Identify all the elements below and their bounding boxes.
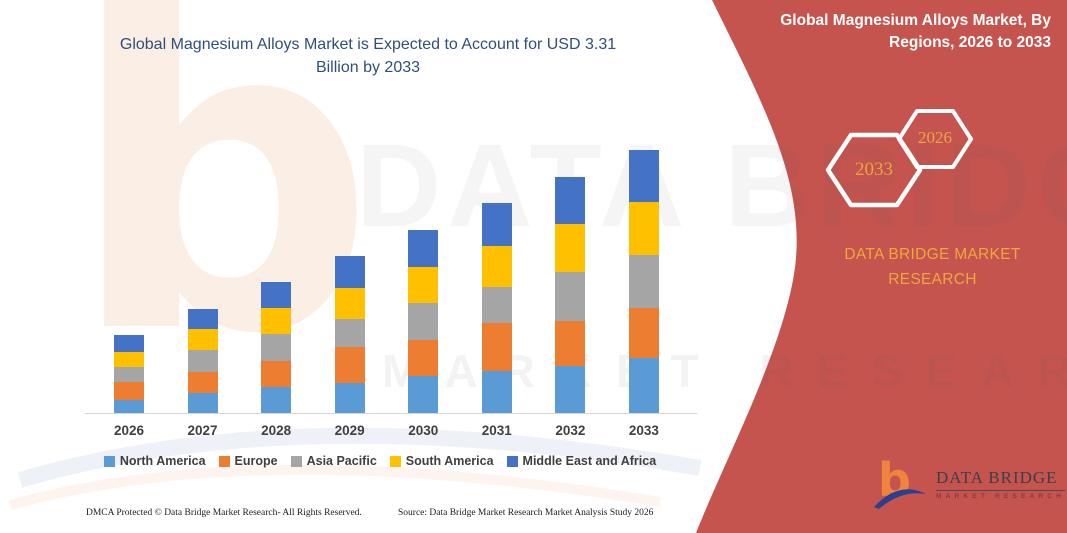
legend-label-europe: Europe bbox=[234, 454, 278, 468]
bar-2031 bbox=[481, 203, 512, 413]
bar-2026 bbox=[114, 335, 144, 413]
bar-2028 bbox=[261, 282, 292, 413]
bar-segment-south-america bbox=[334, 288, 365, 320]
legend-label-asia-pacific: Asia Pacific bbox=[306, 454, 377, 468]
bar-segment-middle-east-africa bbox=[555, 176, 586, 225]
bar-segment-south-america bbox=[628, 201, 659, 256]
legend-item-south-america: South America bbox=[389, 454, 494, 468]
bar-segment-europe bbox=[555, 320, 586, 367]
legend-swatch-middle-east-africa bbox=[506, 455, 518, 467]
bar-segment-north-america bbox=[481, 370, 512, 413]
legend-swatch-asia-pacific bbox=[290, 455, 302, 467]
legend-label-middle-east-africa: Middle East and Africa bbox=[522, 454, 657, 468]
dmca-notice: DMCA Protected © Data Bridge Market Rese… bbox=[86, 508, 362, 518]
bar-segment-middle-east-africa bbox=[334, 255, 365, 289]
bar-segment-north-america bbox=[187, 393, 218, 413]
legend-swatch-north-america bbox=[103, 455, 115, 467]
bar-segment-europe bbox=[114, 382, 144, 400]
bar-segment-north-america bbox=[334, 382, 365, 413]
logo-text: DATA BRIDGE MARKET RESEARCH bbox=[936, 468, 1066, 500]
bar-segment-middle-east-africa bbox=[261, 282, 292, 309]
legend-swatch-south-america bbox=[389, 455, 401, 467]
logo-title: DATA BRIDGE bbox=[936, 468, 1066, 491]
bar-segment-asia-pacific bbox=[555, 271, 586, 321]
legend-label-south-america: South America bbox=[405, 454, 494, 468]
chart-legend: North America Europe Asia Pacific South Ame… bbox=[80, 454, 680, 468]
legend-item-middle-east-africa: Middle East and Africa bbox=[506, 454, 657, 468]
bar-segment-middle-east-africa bbox=[408, 229, 439, 268]
data-bridge-logo: b DATA BRIDGE MARKET RESEARCH bbox=[872, 458, 1066, 510]
panel-title: Global Magnesium Alloys Market, By Regio… bbox=[780, 12, 1051, 52]
bar-2033 bbox=[628, 150, 659, 413]
bar-segment-south-america bbox=[408, 267, 439, 303]
bar-segment-asia-pacific bbox=[481, 286, 512, 324]
bar-segment-europe bbox=[408, 340, 439, 376]
bar-segment-asia-pacific bbox=[408, 302, 439, 341]
bar-segment-north-america bbox=[408, 375, 439, 413]
bar-segment-north-america bbox=[555, 366, 586, 413]
bar-segment-middle-east-africa bbox=[628, 150, 659, 202]
bar-segment-asia-pacific bbox=[261, 334, 292, 362]
badge-end-year: 2033 bbox=[855, 159, 893, 180]
logo-mark-icon: b bbox=[874, 458, 926, 509]
bar-segment-north-america bbox=[261, 386, 292, 413]
legend-label-north-america: North America bbox=[119, 454, 206, 468]
bar-2027 bbox=[187, 309, 218, 413]
bar-segment-europe bbox=[187, 371, 218, 394]
bar-segment-north-america bbox=[114, 399, 144, 413]
bar-segment-europe bbox=[628, 308, 659, 359]
bar-segment-middle-east-africa bbox=[481, 203, 512, 247]
bars-area bbox=[114, 143, 659, 413]
bar-2029 bbox=[334, 255, 365, 413]
legend-item-europe: Europe bbox=[218, 454, 278, 468]
bar-segment-asia-pacific bbox=[187, 349, 218, 372]
bar-segment-europe bbox=[481, 323, 512, 371]
bar-2030 bbox=[408, 229, 439, 413]
bar-segment-middle-east-africa bbox=[114, 335, 144, 352]
logo-subtitle: MARKET RESEARCH bbox=[936, 492, 1066, 500]
legend-swatch-europe bbox=[218, 455, 230, 467]
bar-segment-asia-pacific bbox=[114, 366, 144, 382]
bar-segment-asia-pacific bbox=[628, 255, 659, 309]
badge-start-year: 2026 bbox=[918, 128, 952, 147]
bar-segment-south-america bbox=[481, 246, 512, 287]
legend-item-asia-pacific: Asia Pacific bbox=[290, 454, 377, 468]
panel-brand-text: DATA BRIDGE MARKET RESEARCH bbox=[844, 246, 1021, 288]
bar-segment-europe bbox=[334, 347, 365, 383]
bar-segment-south-america bbox=[555, 224, 586, 272]
bar-segment-europe bbox=[261, 361, 292, 387]
source-note: Source: Data Bridge Market Research Mark… bbox=[398, 508, 654, 518]
bar-segment-south-america bbox=[114, 351, 144, 367]
chart-headline: Global Magnesium Alloys Market is Expect… bbox=[119, 36, 617, 77]
legend-item-north-america: North America bbox=[103, 454, 206, 468]
bar-segment-middle-east-africa bbox=[187, 309, 218, 329]
bar-segment-asia-pacific bbox=[334, 319, 365, 348]
bar-2032 bbox=[555, 176, 586, 413]
bar-segment-north-america bbox=[628, 358, 659, 413]
bar-segment-south-america bbox=[261, 308, 292, 335]
x-axis-line bbox=[85, 413, 697, 414]
bar-segment-south-america bbox=[187, 328, 218, 350]
